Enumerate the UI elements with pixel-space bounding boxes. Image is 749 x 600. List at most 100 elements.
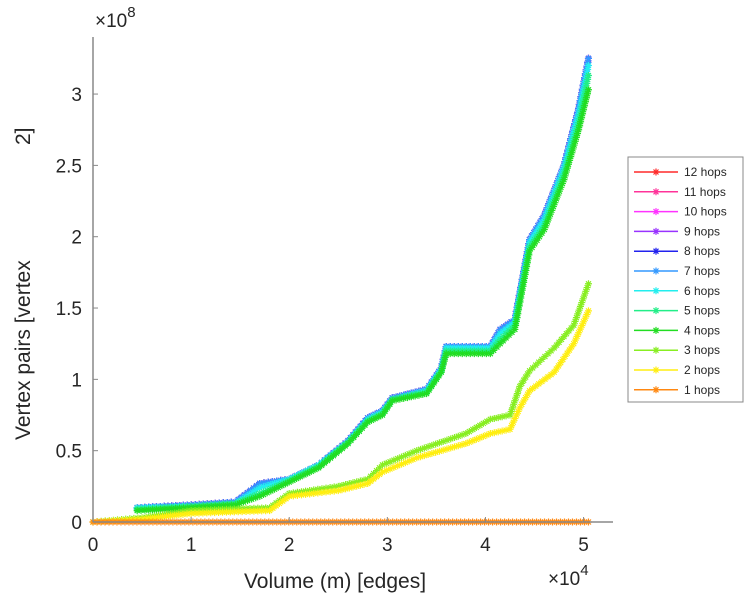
data-point-marker [520, 397, 528, 405]
data-point-marker [570, 340, 578, 348]
data-point-marker [570, 126, 578, 134]
data-point-marker [375, 464, 383, 472]
data-point-marker [451, 443, 459, 451]
data-point-marker [145, 506, 153, 514]
data-point-marker [526, 247, 534, 255]
data-point-marker [570, 321, 578, 329]
data-point-marker [390, 456, 398, 464]
data-point-marker [245, 494, 253, 502]
data-point-marker [367, 472, 375, 480]
data-point-marker [574, 310, 582, 318]
data-point-marker [535, 228, 543, 236]
data-point-marker [342, 485, 350, 493]
series-4-hops [133, 86, 592, 515]
data-point-marker [531, 236, 539, 244]
legend-label: 12 hops [684, 165, 727, 179]
data-point-marker [164, 505, 172, 513]
data-point-marker [382, 466, 390, 474]
x-axis-label: Volume (m) [edges] [244, 570, 426, 593]
data-point-marker [289, 476, 297, 484]
data-point-marker [512, 393, 520, 401]
data-point-marker [536, 222, 544, 230]
data-point-marker [562, 330, 570, 338]
legend-item: 3 hops [634, 343, 720, 357]
data-point-marker [518, 379, 526, 387]
data-point-marker [494, 428, 502, 436]
data-point-marker [494, 414, 502, 422]
data-point-marker [561, 352, 569, 360]
data-point-marker [454, 442, 462, 450]
legend-label: 7 hops [684, 264, 720, 278]
data-point-marker [568, 142, 576, 150]
data-point-marker [367, 477, 375, 485]
legend-item: 8 hops [634, 244, 720, 258]
data-point-marker [526, 367, 534, 375]
data-point-marker [133, 507, 141, 515]
data-point-marker [572, 122, 580, 130]
data-point-marker [428, 449, 436, 457]
legend-label: 2 hops [684, 363, 720, 377]
data-point-marker [489, 340, 497, 348]
data-point-marker [550, 368, 558, 376]
data-point-marker [513, 411, 521, 419]
y-multiplier: ×108 [95, 4, 136, 32]
data-point-marker [486, 430, 494, 438]
data-point-marker [494, 338, 502, 346]
data-point-marker [420, 444, 428, 452]
data-point-marker [528, 239, 536, 247]
legend-box [627, 156, 744, 403]
data-point-marker [472, 435, 480, 443]
data-point-marker [541, 375, 549, 383]
data-point-marker [413, 454, 421, 462]
data-point-marker [321, 459, 329, 467]
data-point-marker [518, 290, 526, 298]
data-point-marker [262, 507, 270, 515]
data-point-marker [282, 495, 290, 503]
data-point-marker [578, 299, 586, 307]
x-tick-label: 0 [88, 535, 99, 556]
data-point-marker [347, 436, 355, 444]
data-point-marker [293, 474, 301, 482]
data-point-marker [555, 338, 563, 346]
data-point-marker [476, 421, 484, 429]
data-point-marker [404, 394, 412, 402]
data-point-marker [524, 370, 532, 378]
data-point-marker [310, 486, 318, 494]
data-point-marker [532, 229, 540, 237]
data-point-marker [279, 497, 287, 505]
data-point-marker [516, 298, 524, 306]
data-point-marker [543, 218, 551, 226]
data-point-marker [571, 336, 579, 344]
data-point-marker [526, 238, 534, 246]
data-point-marker [575, 110, 583, 118]
data-point-marker [432, 375, 440, 383]
data-point-marker [462, 430, 470, 438]
y-axis-label: Vertex pairs [vertex [12, 260, 35, 440]
y-tick-label: 1 [71, 370, 82, 391]
data-point-marker [556, 181, 564, 189]
data-point-marker [506, 425, 514, 433]
data-point-marker [522, 373, 530, 381]
data-point-marker [469, 437, 477, 445]
data-point-marker [572, 126, 580, 134]
data-point-marker [583, 90, 591, 98]
data-point-marker [149, 506, 157, 514]
data-point-marker [571, 137, 579, 145]
data-point-marker [554, 185, 562, 193]
x-tick-label: 2 [284, 535, 295, 556]
data-point-marker [370, 475, 378, 483]
data-point-marker [579, 99, 587, 107]
data-point-marker [231, 501, 239, 509]
data-point-marker [350, 433, 358, 441]
legend-marker-icon [652, 346, 660, 354]
data-point-marker [254, 507, 262, 515]
data-point-marker [580, 106, 588, 114]
data-point-marker [176, 504, 184, 512]
data-point-marker [249, 488, 257, 496]
data-point-marker [215, 502, 223, 510]
data-point-marker [326, 454, 334, 462]
data-point-marker [584, 307, 592, 315]
data-point-marker [401, 459, 409, 467]
data-point-marker [563, 349, 571, 357]
data-point-marker [576, 325, 584, 333]
